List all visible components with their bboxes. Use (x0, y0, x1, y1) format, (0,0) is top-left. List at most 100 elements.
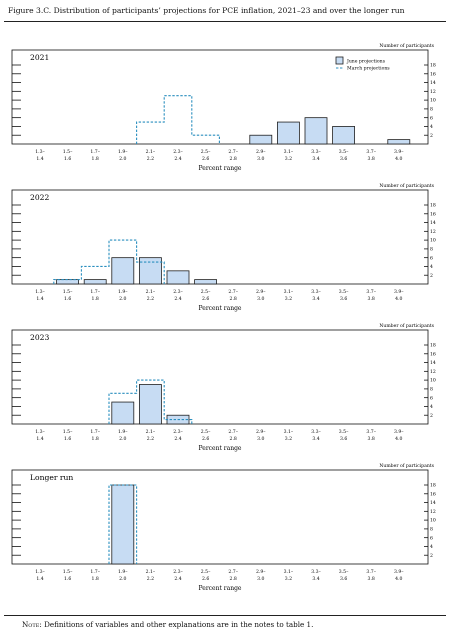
x-tick-label-top: 3.3– (311, 149, 321, 155)
y-tick-label: 18 (430, 203, 436, 209)
x-tick-label-top: 1.3– (35, 149, 45, 155)
x-tick-label-bottom: 2.8 (230, 436, 237, 442)
x-tick-label-bottom: 3.2 (285, 576, 292, 582)
x-tick-label-bottom: 1.6 (64, 576, 71, 582)
x-tick-label-top: 3.5– (339, 289, 349, 295)
panel-title: 2023 (30, 333, 49, 342)
y-tick-label: 6 (430, 395, 433, 401)
y-tick-label: 18 (430, 63, 436, 69)
x-tick-label-top: 2.7– (228, 149, 238, 155)
y-tick-label: 6 (430, 535, 433, 541)
chart-panel-2021: Number of participants 2021 2 4 6 8 10 12 14 16 18… (0, 40, 450, 190)
x-tick-label-bottom: 2.4 (174, 156, 181, 162)
x-tick-label-bottom: 1.8 (92, 436, 99, 442)
top-rule (4, 21, 446, 22)
chart-panel-2023: Number of participants 2023 2 4 6 8 10 12 14 16 18… (0, 320, 450, 470)
x-tick-label-top: 3.9– (394, 429, 404, 435)
y-tick-label: 2 (430, 133, 433, 139)
y-tick-label: 10 (430, 378, 436, 384)
x-tick-label-bottom: 2.6 (202, 436, 209, 442)
x-tick-label-bottom: 1.8 (92, 576, 99, 582)
panel-title: 2021 (30, 53, 49, 62)
x-tick-label-top: 2.9– (256, 289, 266, 295)
x-tick-label-bottom: 3.8 (368, 436, 375, 442)
bar-june (111, 401, 135, 425)
y-axis-label: Number of participants (379, 463, 434, 469)
x-tick-label-bottom: 2.4 (174, 576, 181, 582)
x-tick-label-top: 1.7– (90, 429, 100, 435)
x-tick-label-bottom: 1.4 (36, 576, 43, 582)
x-tick-label-bottom: 1.6 (64, 436, 71, 442)
x-tick-label-bottom: 3.4 (312, 156, 319, 162)
plot-frame (11, 189, 429, 285)
x-tick-label-bottom: 3.6 (340, 436, 347, 442)
x-tick-label-top: 1.7– (90, 289, 100, 295)
figure-title: Figure 3.C. Distribution of participants… (8, 6, 405, 15)
x-axis-label: Percent range (199, 305, 242, 312)
x-tick-label-bottom: 3.4 (312, 436, 319, 442)
bar-june (304, 117, 328, 145)
y-tick-label: 12 (430, 369, 436, 375)
x-tick-label-bottom: 1.8 (92, 296, 99, 302)
x-tick-label-bottom: 3.0 (257, 296, 264, 302)
plot-frame (11, 469, 429, 565)
x-tick-label-bottom: 3.2 (285, 436, 292, 442)
x-tick-label-bottom: 3.2 (285, 156, 292, 162)
x-tick-label-top: 3.5– (339, 149, 349, 155)
x-tick-label-top: 3.3– (311, 569, 321, 575)
x-tick-label-bottom: 2.8 (230, 576, 237, 582)
x-tick-label-bottom: 2.0 (119, 296, 126, 302)
bar-june (194, 279, 218, 285)
footnote-text: Definitions of variables and other expla… (41, 620, 314, 629)
x-tick-label-top: 2.1– (146, 429, 156, 435)
y-tick-label: 2 (430, 553, 433, 559)
x-tick-label-bottom: 3.6 (340, 576, 347, 582)
x-tick-label-bottom: 2.2 (147, 576, 154, 582)
x-tick-label-top: 3.7– (366, 289, 376, 295)
x-tick-label-top: 3.7– (366, 429, 376, 435)
y-tick-label: 8 (430, 526, 433, 532)
x-tick-label-bottom: 3.6 (340, 296, 347, 302)
y-axis-label: Number of participants (379, 323, 434, 329)
x-tick-label-bottom: 2.2 (147, 156, 154, 162)
x-tick-label-top: 1.9– (118, 289, 128, 295)
x-tick-label-bottom: 4.0 (395, 576, 402, 582)
bar-june (249, 134, 273, 145)
bar-june (166, 270, 190, 285)
y-tick-label: 12 (430, 509, 436, 515)
y-tick-label: 8 (430, 386, 433, 392)
bar-june (111, 257, 135, 285)
panel-title: 2022 (30, 193, 49, 202)
march-outline (108, 484, 138, 564)
x-tick-label-top: 2.1– (146, 569, 156, 575)
x-tick-label-top: 2.1– (146, 289, 156, 295)
y-tick-label: 2 (430, 413, 433, 419)
bar-june (138, 257, 162, 285)
chart-svg-2023: Number of participants 2023 2 4 6 8 10 12 14 16 18… (11, 323, 436, 452)
x-tick-label-bottom: 4.0 (395, 156, 402, 162)
footnote-label: Note: (22, 620, 42, 629)
x-tick-label-bottom: 2.4 (174, 436, 181, 442)
x-tick-label-top: 3.5– (339, 569, 349, 575)
x-tick-label-bottom: 3.0 (257, 576, 264, 582)
x-tick-label-top: 2.3– (173, 289, 183, 295)
y-tick-label: 18 (430, 343, 436, 349)
x-tick-label-top: 2.9– (256, 569, 266, 575)
y-tick-label: 16 (430, 211, 436, 217)
x-tick-label-bottom: 3.6 (340, 156, 347, 162)
x-tick-label-top: 1.5– (63, 569, 73, 575)
x-tick-label-top: 1.7– (90, 569, 100, 575)
x-tick-label-bottom: 2.0 (119, 436, 126, 442)
y-tick-label: 6 (430, 255, 433, 261)
bar-june (332, 126, 356, 145)
x-tick-label-top: 3.9– (394, 569, 404, 575)
x-tick-label-top: 3.3– (311, 289, 321, 295)
y-tick-label: 2 (430, 273, 433, 279)
x-tick-label-bottom: 4.0 (395, 296, 402, 302)
x-tick-label-top: 2.5– (201, 569, 211, 575)
x-axis-label: Percent range (199, 585, 242, 592)
x-tick-label-top: 1.5– (63, 289, 73, 295)
x-tick-label-top: 2.3– (173, 429, 183, 435)
x-tick-label-top: 1.5– (63, 429, 73, 435)
y-tick-label: 12 (430, 89, 436, 95)
